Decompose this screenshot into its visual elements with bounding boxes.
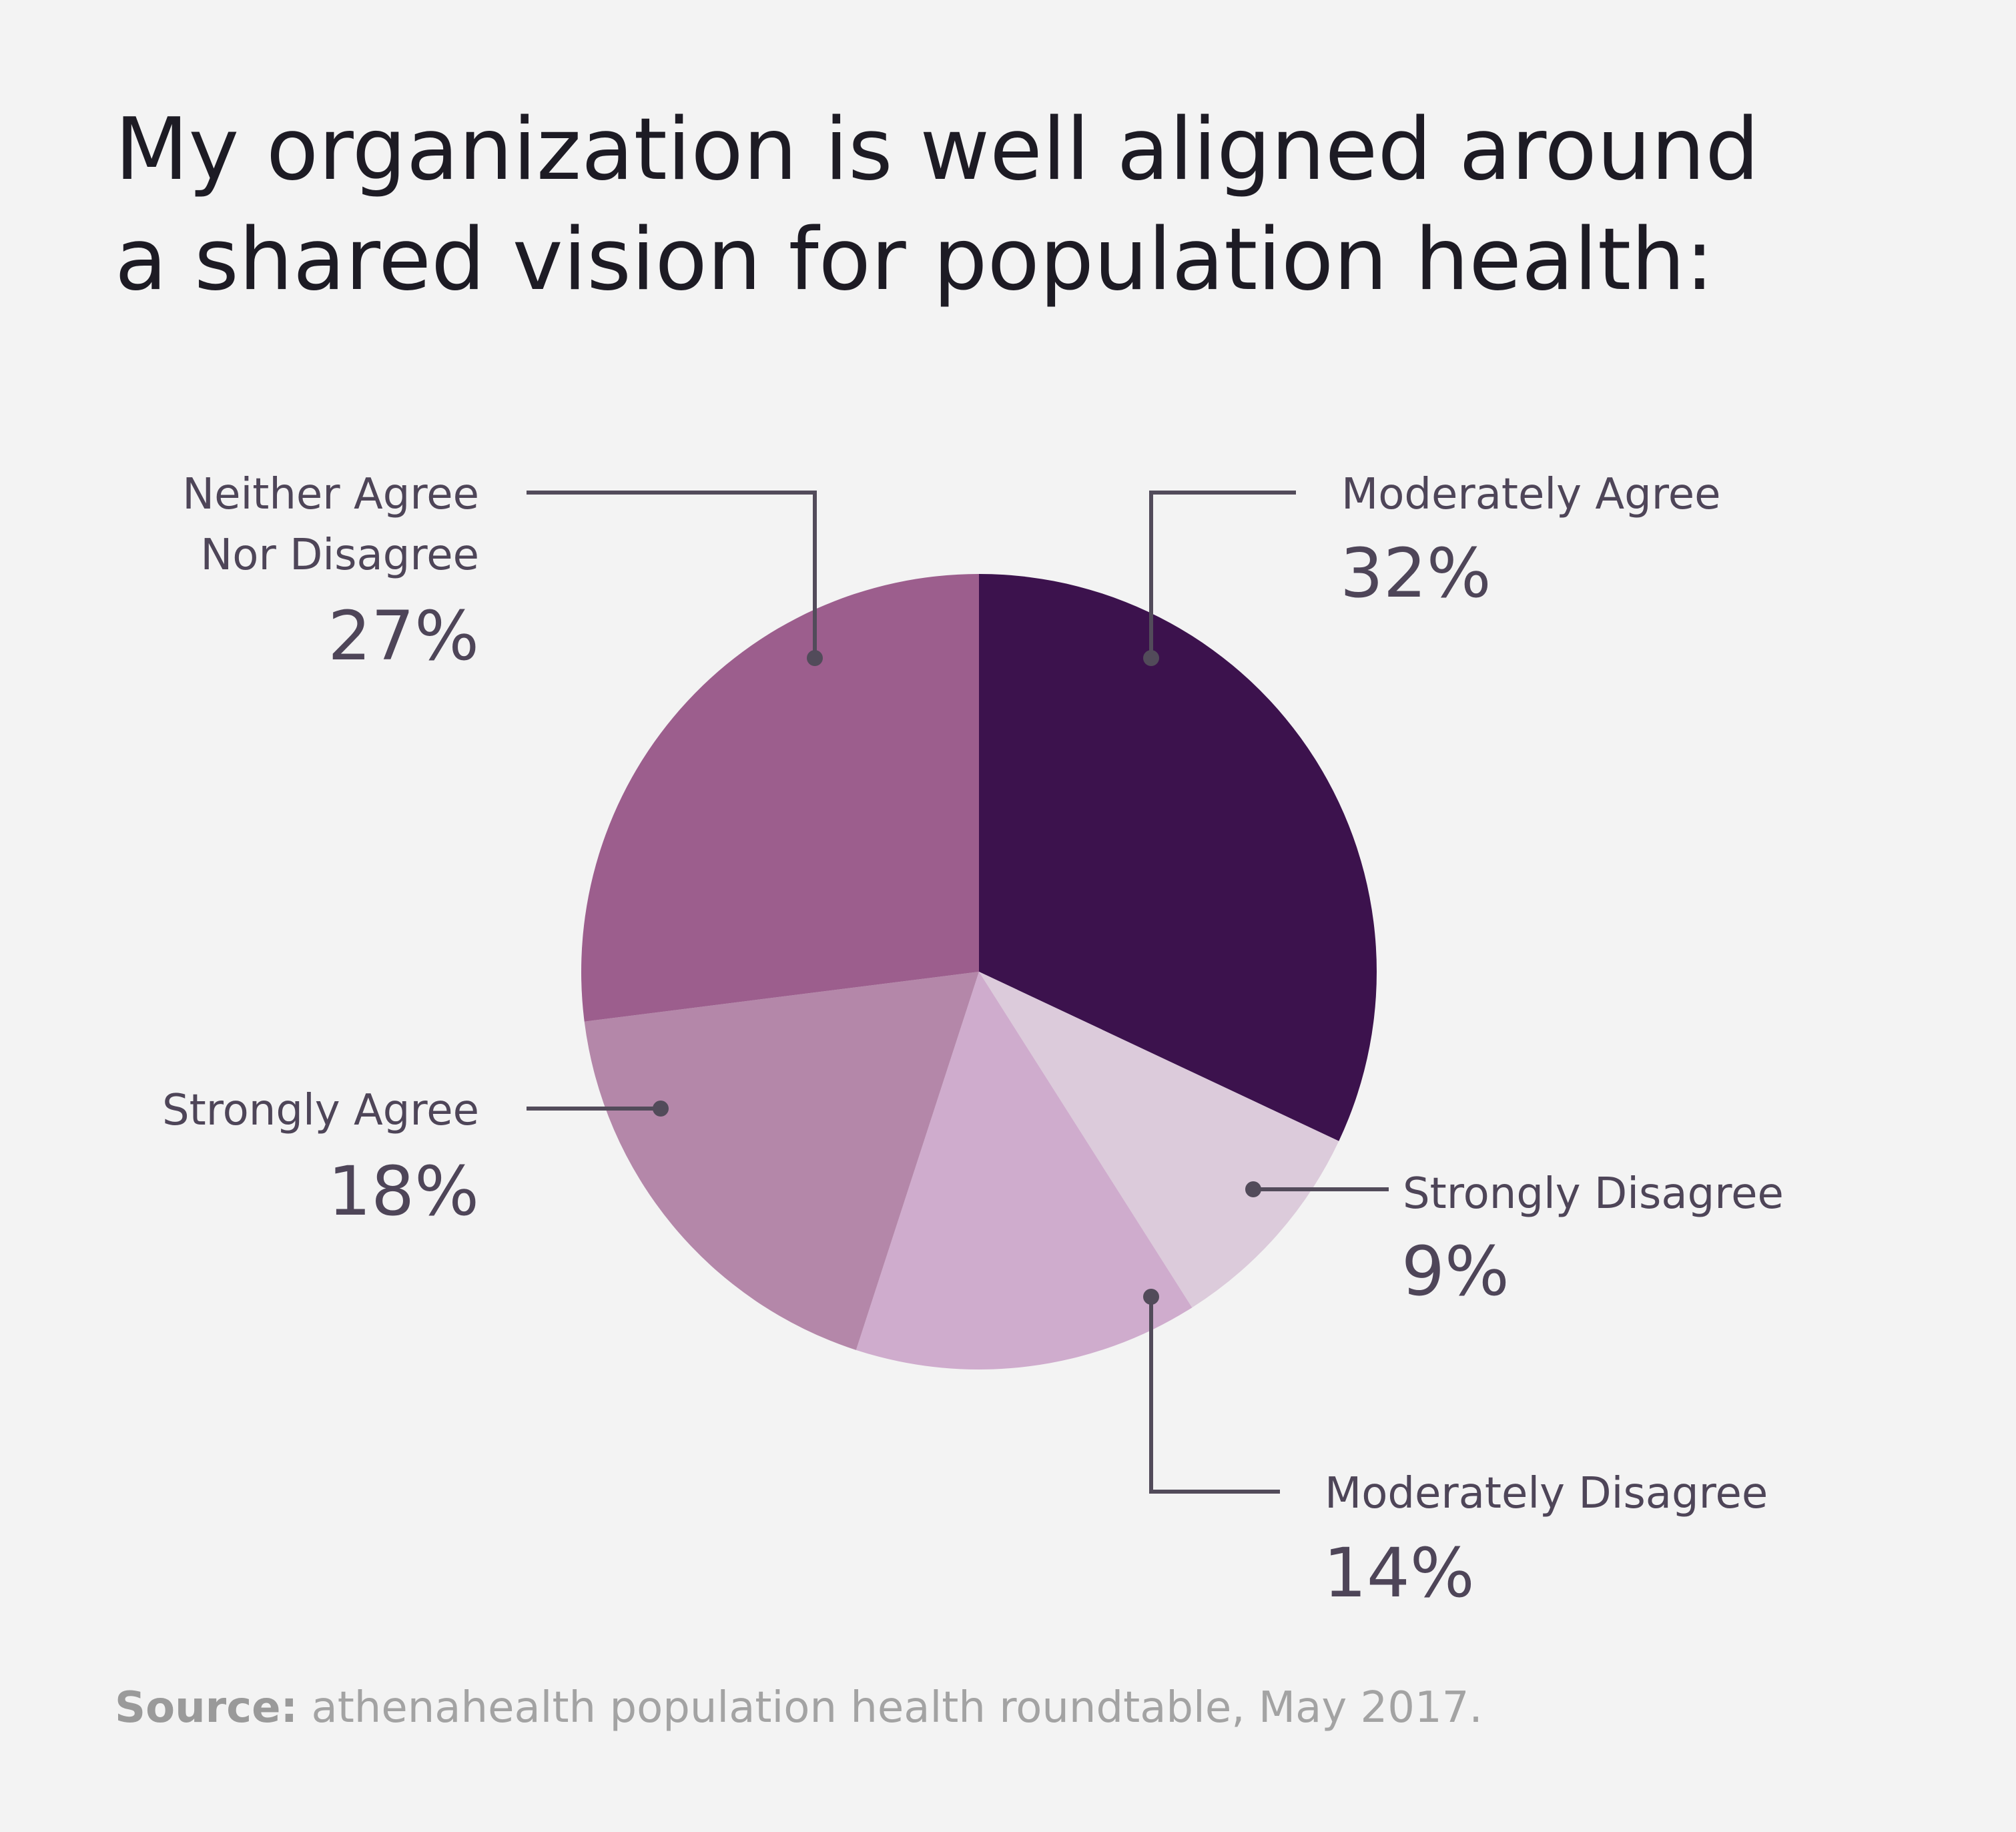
pie-slice-strongly-agree — [584, 972, 979, 1350]
pie-slice-moderately-disagree — [856, 972, 1193, 1369]
chart-title-line-1: My organization is well aligned around — [115, 100, 1759, 200]
label-moderately-disagree: Moderately Disagree — [1325, 1469, 1768, 1518]
label-moderately-agree: Moderately Agree — [1341, 470, 1720, 519]
label-strongly-agree: Strongly Agree — [162, 1086, 479, 1135]
leader-dot-neither-agree — [807, 650, 823, 666]
pie — [581, 574, 1377, 1369]
source-note: Source: athenahealth population health r… — [115, 1683, 1483, 1733]
leader-dot-strongly-disagree — [1245, 1181, 1261, 1197]
leader-lines — [527, 491, 1389, 1494]
leader-neither-agree — [527, 491, 817, 658]
leader-dot-moderately-agree — [1143, 650, 1159, 666]
source-text: athenahealth population health roundtabl… — [298, 1683, 1483, 1733]
callout-labels: Moderately Agree 32% Neither Agree Nor D… — [162, 470, 1784, 1613]
leader-moderately-agree — [1149, 491, 1296, 658]
label-strongly-disagree: Strongly Disagree — [1403, 1169, 1784, 1219]
chart-title-line-2: a shared vision for population health: — [115, 210, 1714, 310]
label-pct-moderately-disagree: 14% — [1323, 1534, 1475, 1613]
leader-dot-moderately-disagree — [1143, 1289, 1159, 1305]
label-neither-agree-line-2: Nor Disagree — [200, 531, 479, 580]
label-neither-agree-line-1: Neither Agree — [182, 470, 479, 519]
leader-dot-strongly-agree — [653, 1101, 669, 1117]
pie-slice-moderately-agree — [979, 574, 1377, 1141]
label-pct-moderately-agree: 32% — [1340, 534, 1491, 613]
source-label: Source: — [115, 1683, 298, 1733]
label-pct-neither-agree: 27% — [328, 597, 479, 676]
pie-slice-neither-agree-nor-disagree — [581, 574, 979, 1022]
label-pct-strongly-agree: 18% — [328, 1152, 479, 1231]
pie-slice-strongly-disagree — [979, 972, 1339, 1308]
label-pct-strongly-disagree: 9% — [1401, 1232, 1509, 1311]
leader-moderately-disagree — [1149, 1297, 1280, 1494]
